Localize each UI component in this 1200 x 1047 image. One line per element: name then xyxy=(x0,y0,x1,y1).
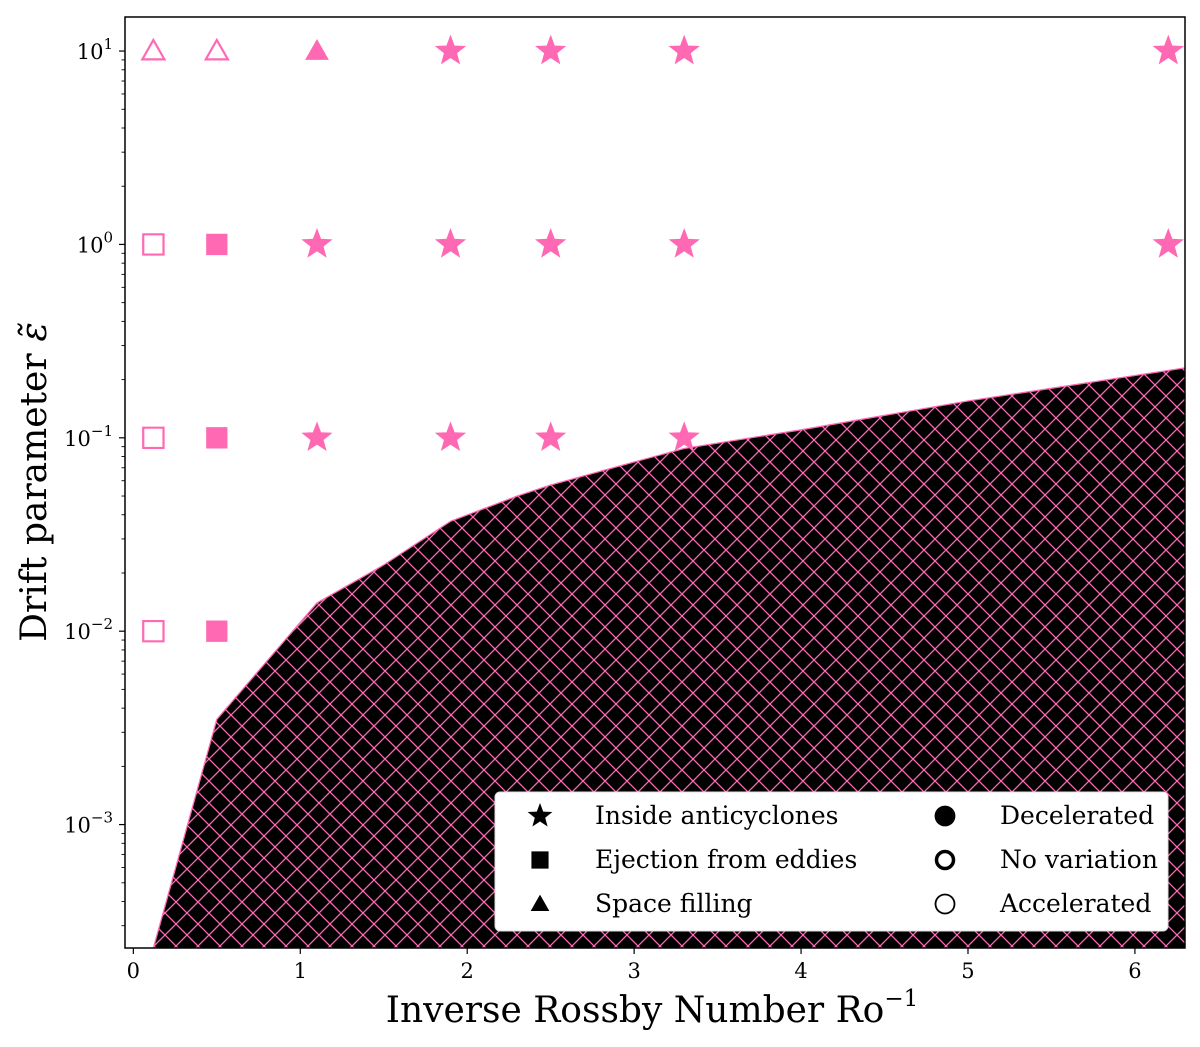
triangle-marker xyxy=(305,38,329,60)
legend-circle-marker xyxy=(934,893,956,915)
x-tick-label: 4 xyxy=(794,959,807,983)
square-marker xyxy=(206,427,228,449)
square-marker xyxy=(142,619,165,643)
triangle-marker xyxy=(203,37,230,61)
legend-label: Decelerated xyxy=(1000,801,1154,830)
x-axis-title-main: Inverse Rossby Number Ro xyxy=(386,990,885,1031)
star-marker xyxy=(535,421,567,452)
x-ticks: 0 1 2 3 4 5 6 xyxy=(127,948,1142,983)
square-marker xyxy=(206,233,228,256)
x-axis-title-exponent: −1 xyxy=(884,986,918,1012)
plot-frame xyxy=(124,16,1186,949)
triangle-marker xyxy=(140,37,167,61)
legend: Inside anticyclones Ejection from eddies S… xyxy=(494,791,1169,932)
x-tick-label: 6 xyxy=(1128,959,1141,983)
star-marker xyxy=(301,227,333,258)
star-marker xyxy=(668,421,700,452)
square-marker xyxy=(142,233,165,256)
marker-layer xyxy=(140,34,1184,643)
star-marker xyxy=(535,34,567,65)
square-marker xyxy=(206,620,228,642)
star-marker xyxy=(1152,34,1184,65)
y-axis-title-symbol: ε̃ xyxy=(14,322,55,341)
x-tick-label: 5 xyxy=(961,959,974,983)
legend-label: Inside anticyclones xyxy=(595,801,839,830)
y-tick-label: 10−2 xyxy=(64,615,113,644)
legend-circle-marker xyxy=(934,849,956,871)
star-marker xyxy=(1152,227,1184,258)
y-tick-label: 101 xyxy=(77,35,113,64)
x-tick-label: 1 xyxy=(294,959,307,983)
star-marker xyxy=(668,34,700,65)
star-marker xyxy=(668,227,700,258)
y-axis-title: Drift parameter ε̃ xyxy=(14,322,55,642)
x-tick-label: 0 xyxy=(127,959,140,983)
y-tick-label: 10−1 xyxy=(64,422,113,451)
legend-label: Space filling xyxy=(595,889,753,918)
legend-star-marker xyxy=(527,803,553,827)
star-marker xyxy=(535,227,567,258)
y-axis-title-main: Drift parameter xyxy=(14,353,55,642)
square-marker xyxy=(142,426,165,450)
x-axis-title: Inverse Rossby Number Ro−1 xyxy=(386,986,919,1031)
x-tick-label: 2 xyxy=(461,959,474,983)
legend-box xyxy=(494,791,1169,932)
y-ticks: 10−3 10−2 10−1 100 101 xyxy=(64,35,125,927)
x-tick-label: 3 xyxy=(627,959,640,983)
legend-circle-marker xyxy=(934,805,956,827)
star-marker xyxy=(434,421,467,452)
star-marker xyxy=(301,421,333,452)
legend-label: No variation xyxy=(1000,845,1158,874)
y-tick-label: 100 xyxy=(77,228,113,257)
y-tick-label: 10−3 xyxy=(64,809,113,838)
legend-square-marker xyxy=(531,851,549,869)
legend-label: Ejection from eddies xyxy=(595,845,857,874)
star-marker xyxy=(434,34,467,65)
legend-label: Accelerated xyxy=(999,889,1151,918)
legend-triangle-marker xyxy=(530,894,550,912)
star-marker xyxy=(434,227,467,258)
